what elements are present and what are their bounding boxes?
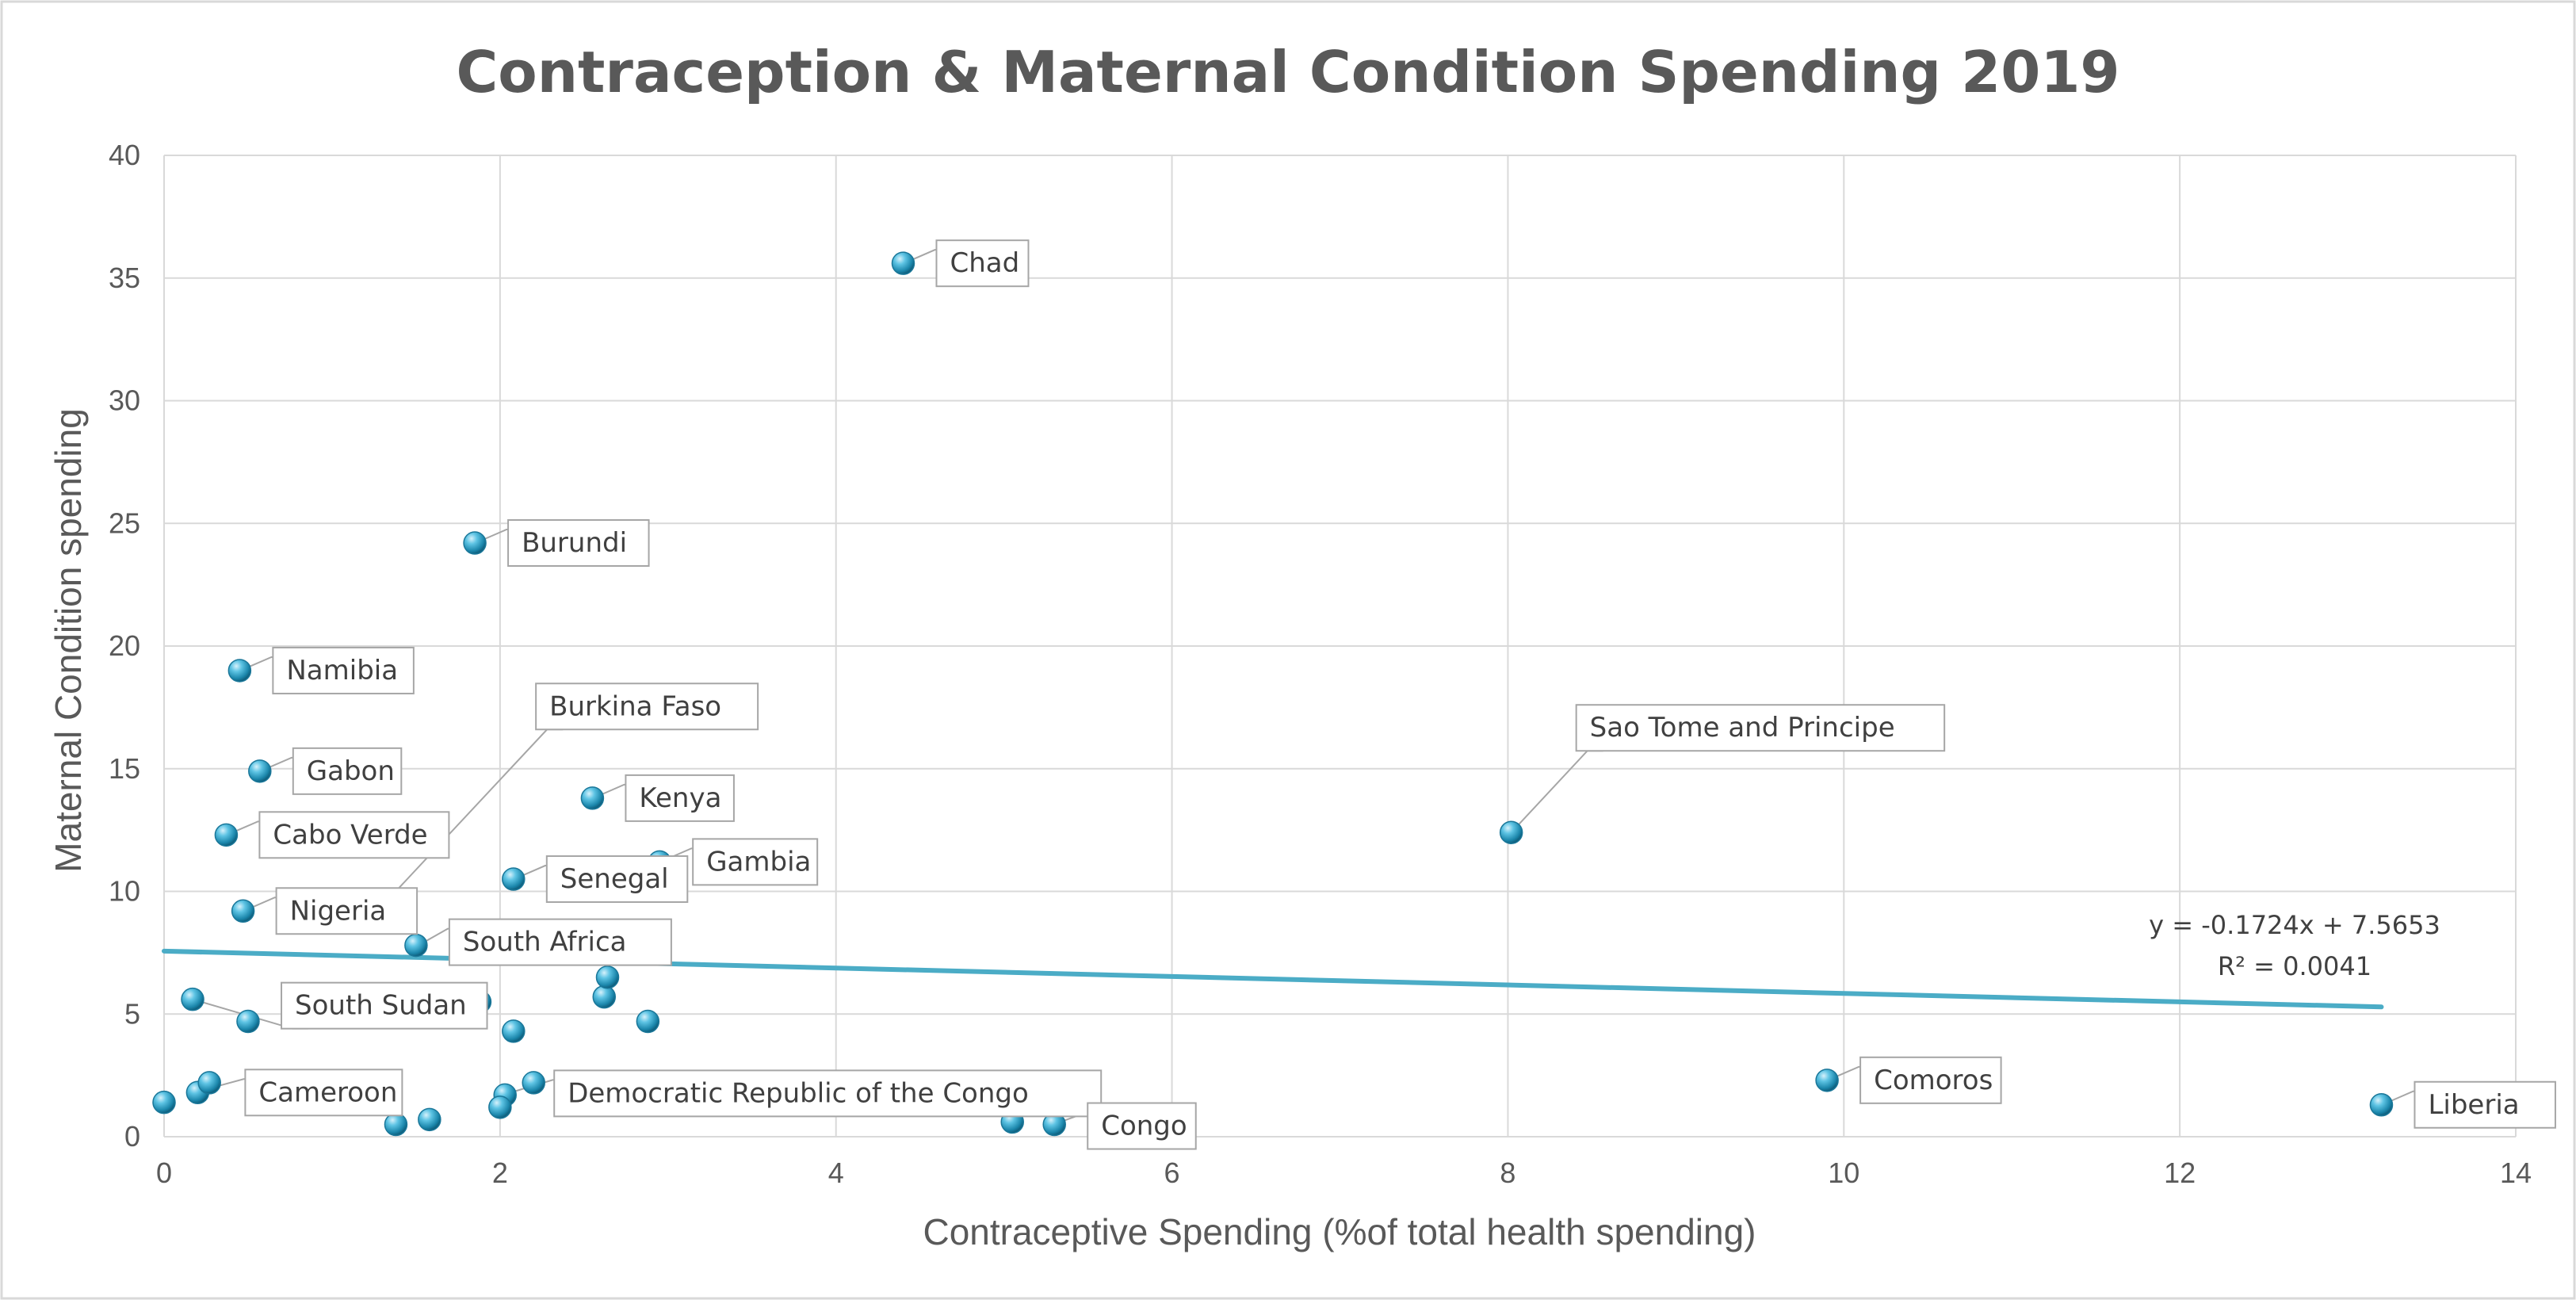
data-label-box: [275, 887, 419, 935]
data-point: [214, 823, 239, 847]
data-point: [463, 531, 487, 555]
y-tick-label: 30: [109, 384, 140, 417]
trendline-equation: y = -0.1724x + 7.5653: [2149, 910, 2440, 940]
data-label-box: [692, 838, 819, 886]
data-point: [236, 1009, 260, 1034]
data-label-box: [2414, 1080, 2556, 1129]
data-label-box: [272, 646, 415, 694]
x-tick-label: 6: [1164, 1157, 1180, 1189]
data-label: Burundi: [522, 527, 627, 559]
data-point: [2369, 1093, 2394, 1117]
data-point: [152, 1090, 176, 1115]
data-point: [595, 965, 620, 989]
data-point: [636, 1009, 660, 1034]
data-label-box: [1087, 1102, 1197, 1150]
y-tick-label: 20: [109, 629, 140, 662]
data-point: [248, 759, 272, 783]
data-label: Liberia: [2428, 1089, 2519, 1121]
y-tick-label: 0: [124, 1120, 140, 1153]
data-label: Kenya: [639, 782, 721, 814]
data-point: [227, 659, 252, 682]
data-label: South Sudan: [295, 990, 467, 1022]
y-tick-label: 40: [109, 139, 140, 171]
data-label-box: [1575, 704, 1946, 752]
data-label: Gambia: [706, 846, 811, 878]
data-label-box: [553, 1069, 1103, 1118]
chart-title: Contraception & Maternal Condition Spend…: [456, 39, 2119, 105]
data-label: Cameroon: [258, 1076, 397, 1108]
data-label-box: [507, 519, 650, 568]
x-tick-label: 0: [156, 1157, 172, 1189]
data-label-box: [545, 855, 689, 904]
data-label: Nigeria: [290, 895, 387, 927]
data-label-box: [625, 774, 735, 822]
data-label: Senegal: [560, 863, 669, 895]
y-tick-label: 10: [109, 875, 140, 908]
data-point: [502, 867, 526, 891]
data-point: [488, 1095, 512, 1119]
data-label: Democratic Republic of the Congo: [568, 1077, 1029, 1109]
data-label: Sao Tome and Principe: [1590, 712, 1895, 744]
y-axis-label: Maternal Condition spending: [48, 408, 89, 873]
data-labels: Chad Burundi Namibia Gabon Cabo Verde Nigeria…: [244, 239, 2556, 1150]
data-point: [1499, 820, 1523, 844]
x-tick-label: 8: [1500, 1157, 1515, 1189]
x-axis-ticks: 0 2 4 6 8 10 12 14: [156, 1157, 2532, 1189]
data-point: [404, 933, 428, 958]
data-point: [502, 1019, 526, 1043]
data-point: [522, 1071, 545, 1095]
data-point: [384, 1112, 408, 1137]
x-axis-label: Contraceptive Spending (%of total health…: [923, 1211, 1756, 1252]
data-points: [152, 251, 2394, 1137]
data-label: Cabo Verde: [273, 819, 427, 851]
data-label: Comoros: [1874, 1065, 1993, 1096]
data-label-box: [258, 811, 450, 859]
data-point: [197, 1071, 221, 1095]
x-tick-label: 12: [2164, 1157, 2196, 1189]
x-tick-label: 14: [2500, 1157, 2532, 1189]
data-label: South Africa: [463, 927, 627, 958]
data-label: Chad: [950, 247, 1019, 279]
data-label-box: [535, 682, 759, 731]
data-point: [418, 1107, 441, 1132]
y-tick-label: 25: [109, 507, 140, 539]
data-label-box: [292, 747, 403, 795]
data-label-box: [244, 1069, 403, 1117]
data-point: [580, 786, 605, 810]
data-label-box: [935, 239, 1030, 288]
trendline-r-squared: R² = 0.0041: [2218, 951, 2372, 981]
data-point: [231, 899, 255, 923]
data-label: Burkina Faso: [549, 690, 721, 722]
data-point: [1815, 1069, 1839, 1092]
data-point: [181, 987, 204, 1011]
data-label: Gabon: [307, 755, 395, 787]
data-label: Namibia: [286, 655, 398, 686]
data-label: Congo: [1101, 1111, 1187, 1142]
y-tick-label: 15: [109, 752, 140, 785]
y-tick-label: 5: [124, 997, 140, 1030]
data-point: [891, 251, 915, 275]
x-tick-label: 2: [492, 1157, 508, 1189]
x-tick-label: 4: [828, 1157, 844, 1189]
data-label-box: [1859, 1056, 2002, 1104]
data-label-box: [281, 981, 488, 1030]
x-tick-label: 10: [1828, 1157, 1859, 1189]
y-tick-label: 35: [109, 262, 140, 294]
y-axis-ticks: 0 5 10 15 20 25 30 35 40: [109, 139, 140, 1153]
data-label-box: [448, 918, 672, 966]
data-point: [592, 985, 617, 1009]
